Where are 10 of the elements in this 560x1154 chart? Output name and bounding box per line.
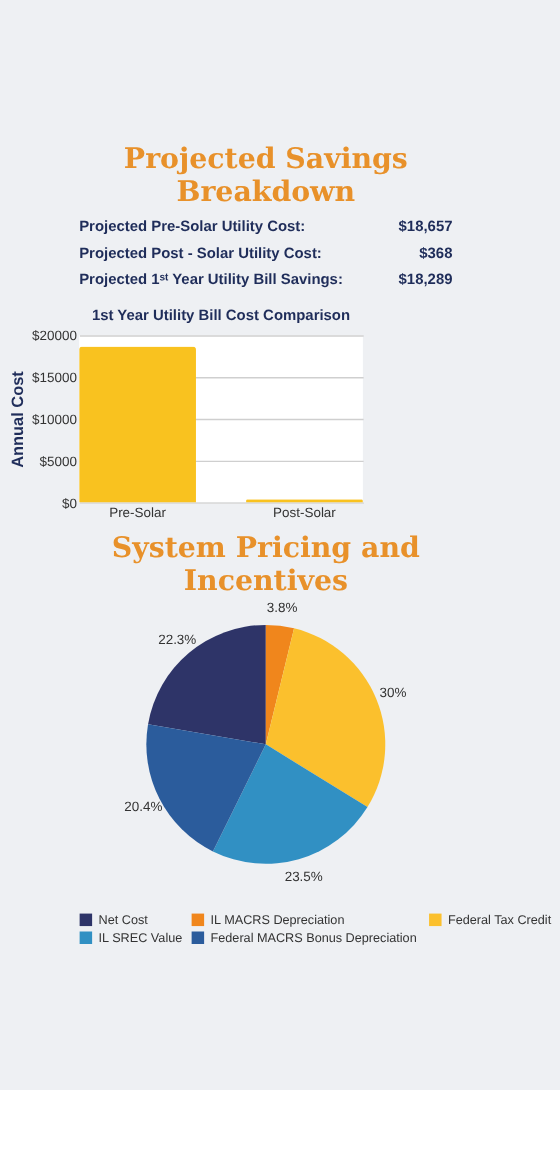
text: Projected Pre-Solar Utility Cost: $18,657 [79,216,453,235]
chart-title: System Pricing and Incentives [111,533,420,599]
pie-slice [148,624,266,745]
text: Projected 1ˢᵗ Year Utility Bill Savings: $18,289 [79,270,453,289]
chart-title: 1st Year Utility Bill Cost Comparison [91,306,351,325]
text: Projected Post - Solar Utility Cost: $368 [79,243,453,262]
y-axis-title: Annual Cost [9,370,28,468]
pie-slice [265,624,295,745]
pie-slice [212,744,368,864]
text: Projected Savings Breakdown [123,143,408,209]
